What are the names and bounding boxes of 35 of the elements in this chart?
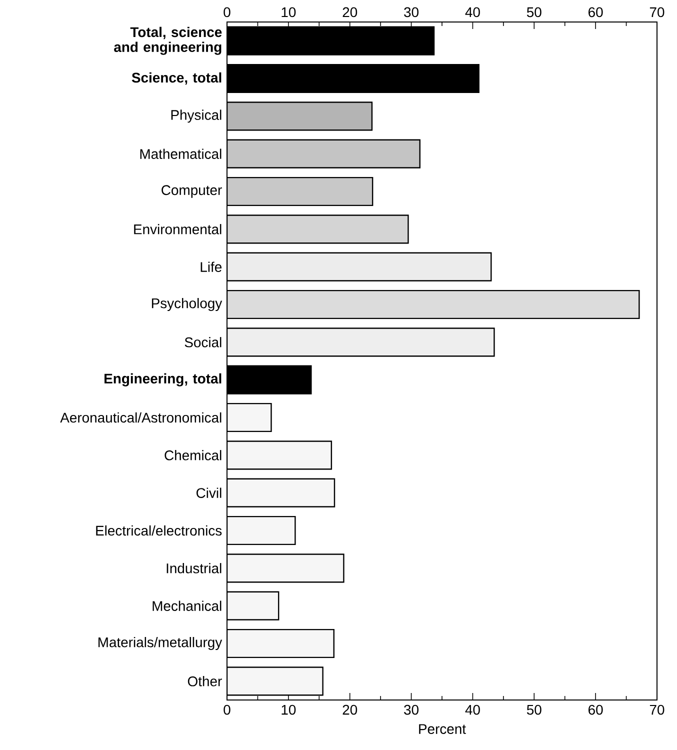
y-tick-label: Mathematical bbox=[140, 148, 222, 159]
x2-tick-label: 20 bbox=[342, 7, 358, 18]
y-tick-label: Chemical bbox=[164, 450, 222, 460]
y-tick-label: Total, science and engineering bbox=[114, 26, 222, 55]
x-tick-label: 50 bbox=[526, 704, 542, 715]
x-tick-label: 10 bbox=[282, 704, 296, 715]
y-tick-label: Engineering, total bbox=[104, 373, 222, 386]
x-axis-title: Percent bbox=[419, 724, 466, 734]
y-tick-label: Science, total bbox=[132, 72, 222, 85]
x-tick-label: 60 bbox=[588, 704, 603, 715]
y-tick-label: Industrial bbox=[166, 563, 222, 574]
y-tick-label: Life bbox=[200, 262, 222, 272]
y-tick-label: Mechanical bbox=[152, 600, 222, 611]
x2-tick-label: 40 bbox=[465, 7, 480, 18]
y-tick-label: Computer bbox=[162, 185, 222, 198]
x2-tick-label: 70 bbox=[650, 7, 664, 18]
y-tick-label: Other bbox=[188, 676, 222, 686]
x2-tick-label: 60 bbox=[588, 7, 603, 18]
y-tick-label: Electrical/electronics bbox=[96, 525, 222, 536]
y-tick-label: Physical bbox=[171, 110, 222, 123]
x2-tick-label: 50 bbox=[526, 7, 542, 18]
x-tick-label: 40 bbox=[465, 704, 480, 715]
y-tick-label: Civil bbox=[196, 488, 222, 498]
x2-tick-label: 0 bbox=[224, 7, 230, 18]
x-tick-label: 70 bbox=[650, 704, 664, 715]
x-tick-label: 20 bbox=[342, 704, 358, 715]
x-tick-label: 0 bbox=[224, 704, 230, 715]
y-tick-label: Psychology bbox=[152, 298, 222, 311]
y-tick-label: Environmental bbox=[134, 224, 222, 234]
y-tick-label: Materials/metallurgy bbox=[98, 637, 222, 650]
y-tick-label: Social bbox=[184, 337, 222, 348]
x-tick-label: 30 bbox=[404, 704, 418, 715]
x2-tick-label: 30 bbox=[404, 7, 419, 18]
x2-tick-label: 10 bbox=[282, 7, 296, 18]
y-tick-label: Aeronautical/Astronomical bbox=[60, 412, 222, 423]
